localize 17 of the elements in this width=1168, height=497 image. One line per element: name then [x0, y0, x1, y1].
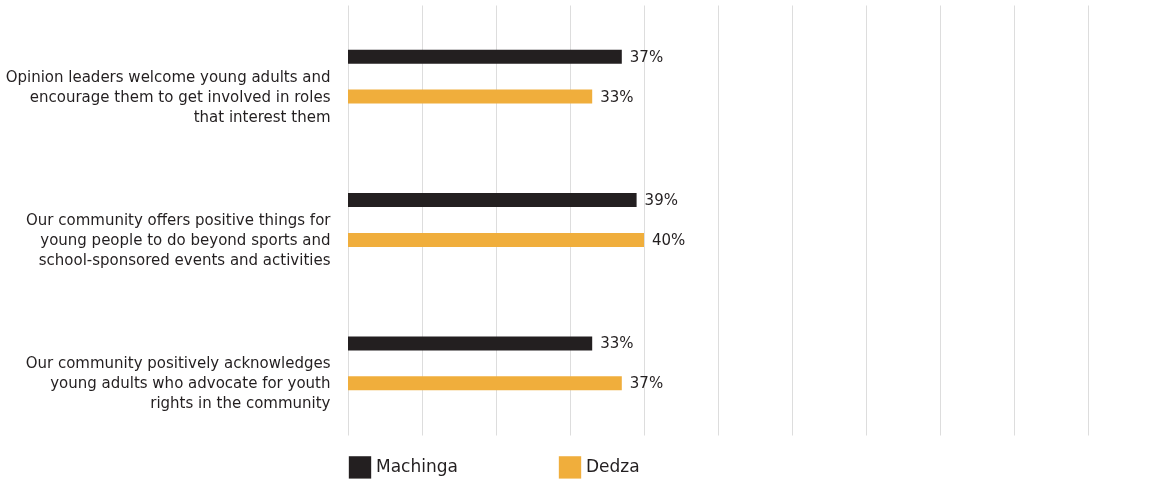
y-tick-label: Our community offers positive things for young people to do beyond sports and school-sponsored events and activities [26, 211, 332, 269]
data-label: 37% [629, 374, 664, 393]
bar [348, 49, 622, 64]
bar [348, 193, 637, 208]
data-label: 33% [600, 334, 634, 353]
y-tick-label: Our community positively acknowledges young adults who advocate for youth rights in the community [25, 354, 331, 413]
bar [348, 336, 593, 351]
y-tick-label: Opinion leaders welcome young adults and encourage them to get involved in roles that interest them [5, 67, 331, 126]
bar [348, 376, 622, 391]
data-label: 37% [629, 47, 664, 66]
bar [348, 89, 593, 104]
bar [348, 232, 644, 247]
data-label: 40% [652, 230, 686, 249]
data-label: 39% [644, 191, 678, 210]
legend-label: Machinga [376, 456, 458, 477]
data-label: 33% [600, 87, 634, 106]
legend-label: Dedza [586, 456, 640, 477]
